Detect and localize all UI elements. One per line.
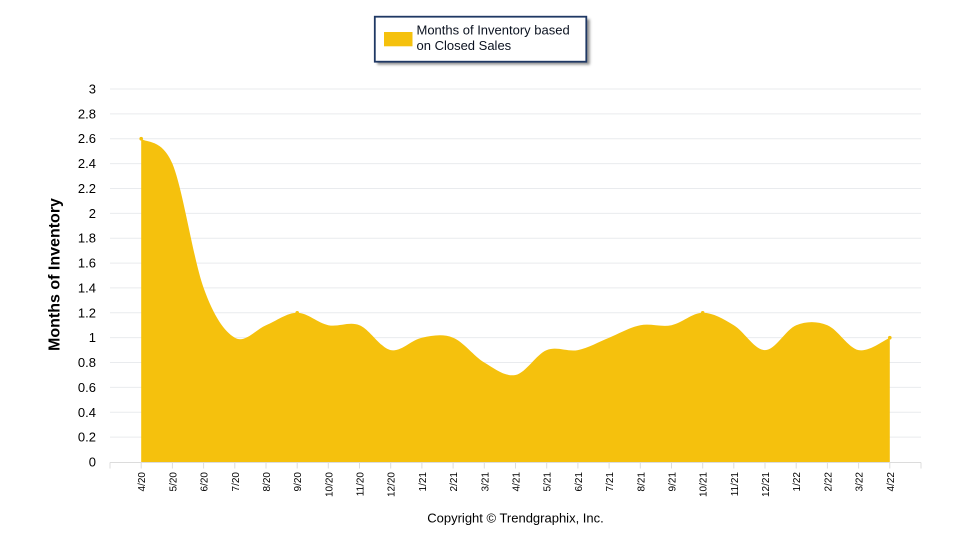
svg-text:0.2: 0.2 [78,430,96,445]
svg-text:3: 3 [89,82,96,97]
svg-text:1: 1 [89,330,96,345]
svg-text:6/20: 6/20 [200,472,211,492]
svg-text:3/21: 3/21 [480,472,491,492]
svg-text:8/21: 8/21 [636,472,647,492]
svg-text:5/21: 5/21 [543,472,554,492]
svg-text:1/22: 1/22 [792,472,803,492]
svg-text:9/21: 9/21 [668,472,679,492]
svg-text:1/21: 1/21 [418,472,429,492]
svg-text:1.2: 1.2 [78,305,96,320]
svg-text:9/20: 9/20 [293,472,304,492]
svg-text:0.8: 0.8 [78,355,96,370]
svg-text:0.6: 0.6 [78,380,96,395]
svg-text:12/21: 12/21 [761,472,772,497]
svg-text:10/21: 10/21 [699,472,710,497]
svg-text:2.4: 2.4 [78,156,96,171]
svg-text:12/20: 12/20 [387,472,398,497]
svg-text:10/20: 10/20 [324,472,335,497]
svg-text:1.4: 1.4 [78,280,96,295]
svg-text:2/22: 2/22 [823,472,834,492]
svg-text:2: 2 [89,206,96,221]
svg-text:2/21: 2/21 [449,472,460,492]
svg-text:Copyright © Trendgraphix, Inc.: Copyright © Trendgraphix, Inc. [427,511,604,526]
svg-text:2.8: 2.8 [78,106,96,121]
svg-text:4/20: 4/20 [137,472,148,492]
svg-text:3/22: 3/22 [855,472,866,492]
svg-text:1.8: 1.8 [78,231,96,246]
svg-text:11/20: 11/20 [356,472,367,497]
svg-text:2.6: 2.6 [78,131,96,146]
svg-text:11/21: 11/21 [730,472,741,497]
svg-text:7/20: 7/20 [231,472,242,492]
svg-text:8/20: 8/20 [262,472,273,492]
svg-text:4/21: 4/21 [512,472,523,492]
svg-text:Months of Inventory: Months of Inventory [47,198,64,351]
svg-text:2.2: 2.2 [78,181,96,196]
svg-text:Months of Inventory based: Months of Inventory based [417,23,570,38]
svg-text:0.4: 0.4 [78,405,96,420]
svg-text:1.6: 1.6 [78,256,96,271]
svg-text:5/20: 5/20 [168,472,179,492]
svg-text:4/22: 4/22 [886,472,897,492]
svg-text:on Closed Sales: on Closed Sales [417,38,512,53]
svg-text:0: 0 [89,455,96,470]
svg-text:7/21: 7/21 [605,472,616,492]
svg-text:6/21: 6/21 [574,472,585,492]
